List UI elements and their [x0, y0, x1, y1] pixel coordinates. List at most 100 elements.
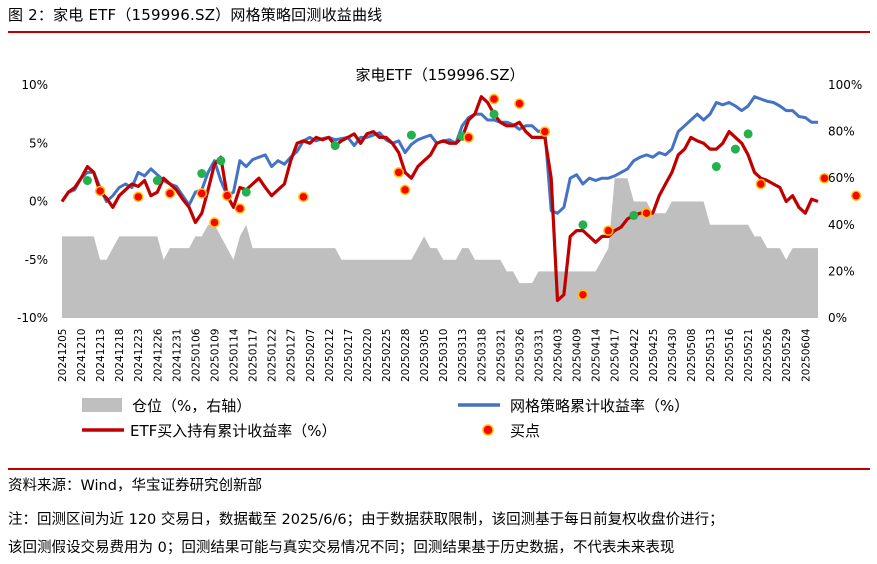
x-tick-label: 20241210 — [76, 329, 88, 382]
chart: 10% 5% 0% -5% -10% 100% 80% 60% 40% 20% 0% 20241205… — [17, 66, 862, 440]
sell-point — [330, 141, 340, 151]
top-rule — [8, 31, 870, 33]
buy-point — [132, 191, 144, 203]
marker-layer — [82, 93, 862, 300]
x-tick-label: 20250212 — [324, 329, 336, 382]
source-note: 资料来源：Wind，华宝证券研究创新部 — [8, 478, 262, 494]
x-tick-label: 20250207 — [305, 329, 317, 382]
x-tick-label: 20250321 — [495, 329, 507, 382]
x-tick-label: 20241213 — [95, 329, 107, 382]
note-line-2: 该回测假设交易费用为 0；回测结果可能与真实交易情况不同；回测结果基于历史数据，… — [8, 540, 675, 556]
x-tick-label: 20241218 — [114, 329, 126, 382]
x-tick-label: 20250114 — [229, 328, 241, 382]
y-left-tick-label: -10% — [17, 311, 48, 325]
buy-point — [164, 188, 176, 199]
buy-point — [196, 188, 208, 199]
x-tick-label: 20250117 — [248, 329, 260, 382]
x-tick-label: 20250313 — [457, 329, 469, 382]
legend-swatch-buy — [482, 424, 494, 436]
x-tick-label: 20250508 — [686, 329, 698, 382]
sell-point — [152, 176, 162, 186]
x-tick-label: 20250331 — [534, 329, 546, 382]
x-tick-label: 20241231 — [171, 329, 183, 382]
y-right-tick-label: 0% — [828, 311, 847, 325]
buy-point — [603, 225, 614, 236]
chart-title: 家电ETF（159996.SZ） — [355, 66, 524, 84]
buy-point — [298, 191, 309, 203]
buy-point — [209, 217, 220, 228]
x-tick-label: 20250220 — [362, 329, 374, 382]
y-right-tick-label: 60% — [828, 171, 855, 185]
note-line-1: 注：回测区间为近 120 交易日，数据截至 2025/6/6；由于数据获取限制，… — [8, 512, 724, 528]
position-area-layer — [62, 178, 818, 318]
buy-point — [221, 190, 233, 201]
grid-strategy-layer — [60, 95, 818, 215]
buy-point — [234, 203, 246, 214]
buy-point — [399, 184, 411, 196]
x-tick-label: 20250604 — [800, 328, 812, 382]
x-tick-label: 20250516 — [724, 328, 736, 382]
x-tick-label: 20250228 — [400, 329, 412, 382]
legend-label: 买点 — [510, 422, 540, 440]
x-tick-label: 20250318 — [476, 329, 488, 382]
x-tick-label: 20250513 — [705, 329, 717, 382]
etf-hold-layer — [60, 95, 819, 303]
x-tick-label: 20241205 — [57, 329, 69, 382]
buy-point — [850, 190, 862, 201]
axis-layer: 10% 5% 0% -5% -10% 100% 80% 60% 40% 20% 0% 20241205… — [17, 78, 862, 382]
buy-point — [94, 185, 106, 197]
sell-point — [629, 210, 639, 220]
sell-point — [216, 156, 226, 166]
buy-point — [393, 167, 404, 178]
sell-point — [406, 130, 416, 140]
y-right-tick-label: 80% — [828, 125, 855, 139]
x-tick-label: 20250526 — [762, 328, 774, 382]
y-left-tick-label: -5% — [25, 253, 48, 267]
x-tick-label: 20250326 — [514, 328, 526, 382]
x-tick-label: 20250422 — [629, 329, 641, 382]
x-tick-label: 20250430 — [667, 329, 679, 382]
sell-point — [241, 187, 251, 197]
sell-point — [743, 129, 753, 139]
x-tick-label: 20250217 — [343, 329, 355, 382]
x-tick-label: 20241226 — [152, 328, 164, 382]
etf-hold-line — [60, 95, 819, 303]
legend-label: 网格策略累计收益率（%） — [510, 397, 689, 415]
sell-point — [711, 162, 721, 172]
x-tick-label: 20250310 — [438, 329, 450, 382]
bottom-rule — [8, 468, 870, 470]
x-tick-label: 20250305 — [419, 329, 431, 382]
figure-caption: 图 2：家电 ETF（159996.SZ）网格策略回测收益曲线 — [8, 6, 383, 24]
legend-label: 仓位（%，右轴） — [132, 397, 251, 415]
buy-point — [488, 93, 500, 105]
y-right-tick-label: 20% — [828, 264, 855, 278]
buy-point — [463, 132, 474, 143]
x-tick-label: 20250106 — [190, 328, 202, 382]
x-tick-label: 20241223 — [133, 329, 145, 382]
position-area — [62, 178, 818, 318]
y-left-tick-label: 0% — [29, 195, 48, 209]
buy-point — [577, 289, 589, 300]
legend: 仓位（%，右轴） 网格策略累计收益率（%） ETF买入持有累计收益率（%） 买点 — [82, 397, 689, 440]
grid-strategy-line — [60, 95, 818, 215]
buy-point — [641, 207, 652, 219]
sell-point — [578, 220, 588, 230]
y-right-tick-label: 100% — [828, 78, 862, 92]
legend-swatch-position — [82, 398, 122, 412]
buy-point — [539, 126, 551, 137]
x-tick-label: 20250521 — [743, 329, 755, 382]
legend-label: ETF买入持有累计收益率（%） — [130, 422, 337, 440]
x-tick-label: 20250127 — [286, 329, 298, 382]
sell-point — [489, 109, 499, 119]
y-right-tick-label: 40% — [828, 218, 855, 232]
x-tick-label: 20250122 — [267, 329, 279, 382]
buy-point — [755, 178, 767, 190]
x-tick-label: 20250425 — [648, 329, 660, 382]
buy-point — [819, 172, 830, 184]
x-tick-label: 20250403 — [553, 329, 565, 382]
x-tick-label: 20250414 — [591, 328, 603, 382]
x-tick-label: 20250529 — [781, 329, 793, 382]
sell-point — [82, 176, 92, 186]
x-tick-label: 20250417 — [610, 329, 622, 382]
buy-point — [514, 98, 525, 109]
